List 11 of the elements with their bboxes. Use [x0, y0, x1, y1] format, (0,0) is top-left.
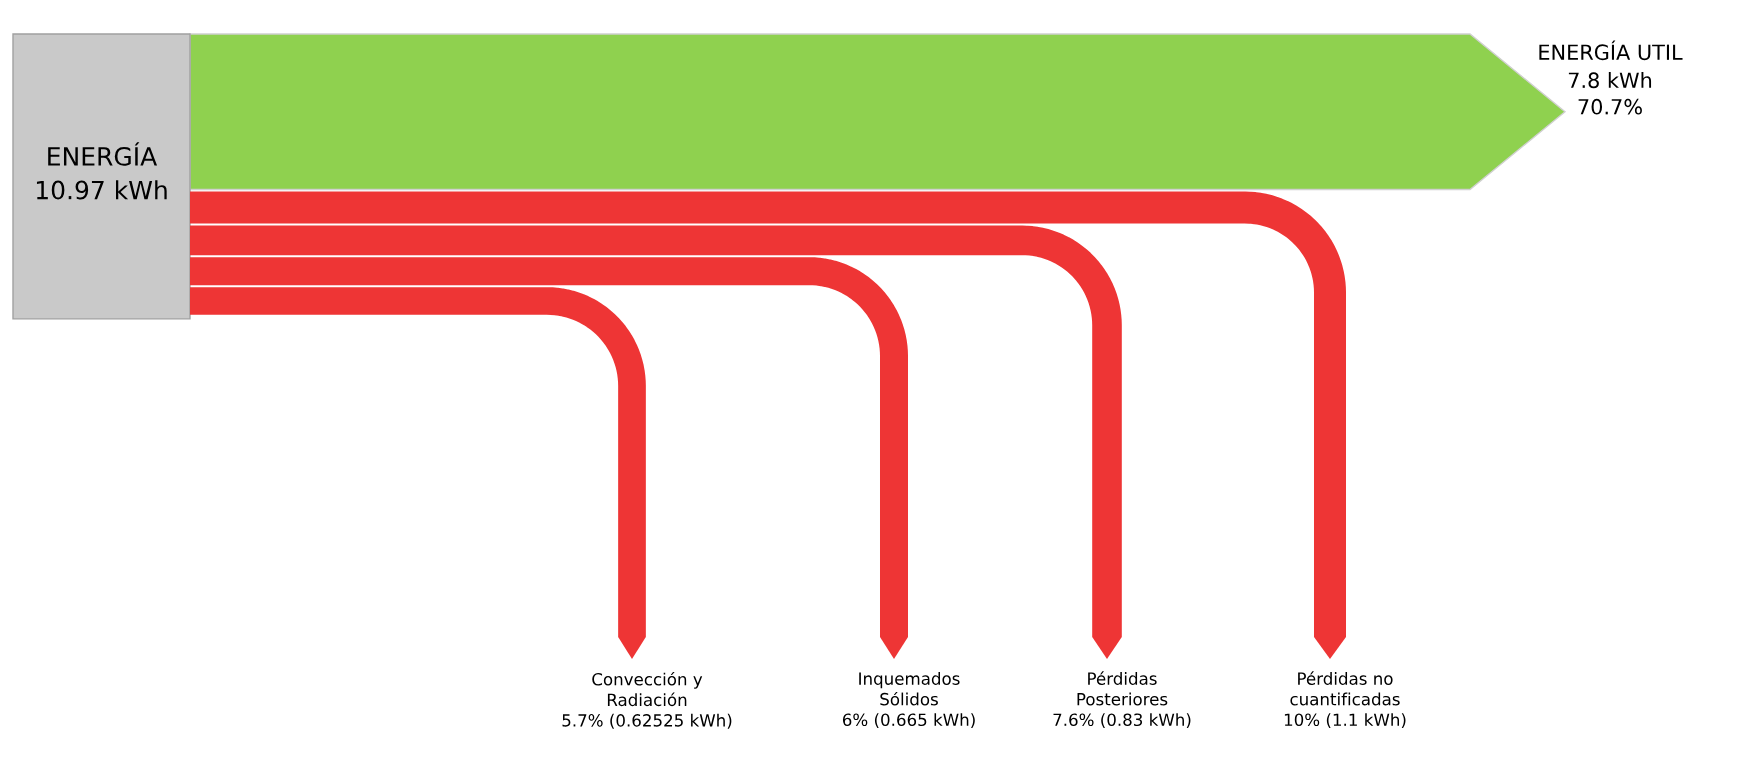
category-label: Convección y Radiación: [592, 672, 703, 707]
category-label: Inquemados Sólidos: [859, 672, 960, 706]
text: ENERGÍA 10.97 kWh: [36, 142, 167, 200]
category-label: ENERGÍA UTIL: [1539, 40, 1683, 61]
data-label: 10% (1.1 kWh): [1284, 713, 1406, 728]
data-label: 6% (0.665 kWh): [842, 713, 975, 728]
data-label: 7.6% (0.83 kWh): [1053, 713, 1191, 728]
category-label: Pérdidas no cuantificadas: [1290, 671, 1400, 706]
data-label: 5.7% (0.62525 kWh): [562, 713, 732, 729]
category-label: Pérdidas Posteriores: [1077, 671, 1168, 706]
data-label: 7.8 kWh 70.7%: [1568, 72, 1652, 115]
